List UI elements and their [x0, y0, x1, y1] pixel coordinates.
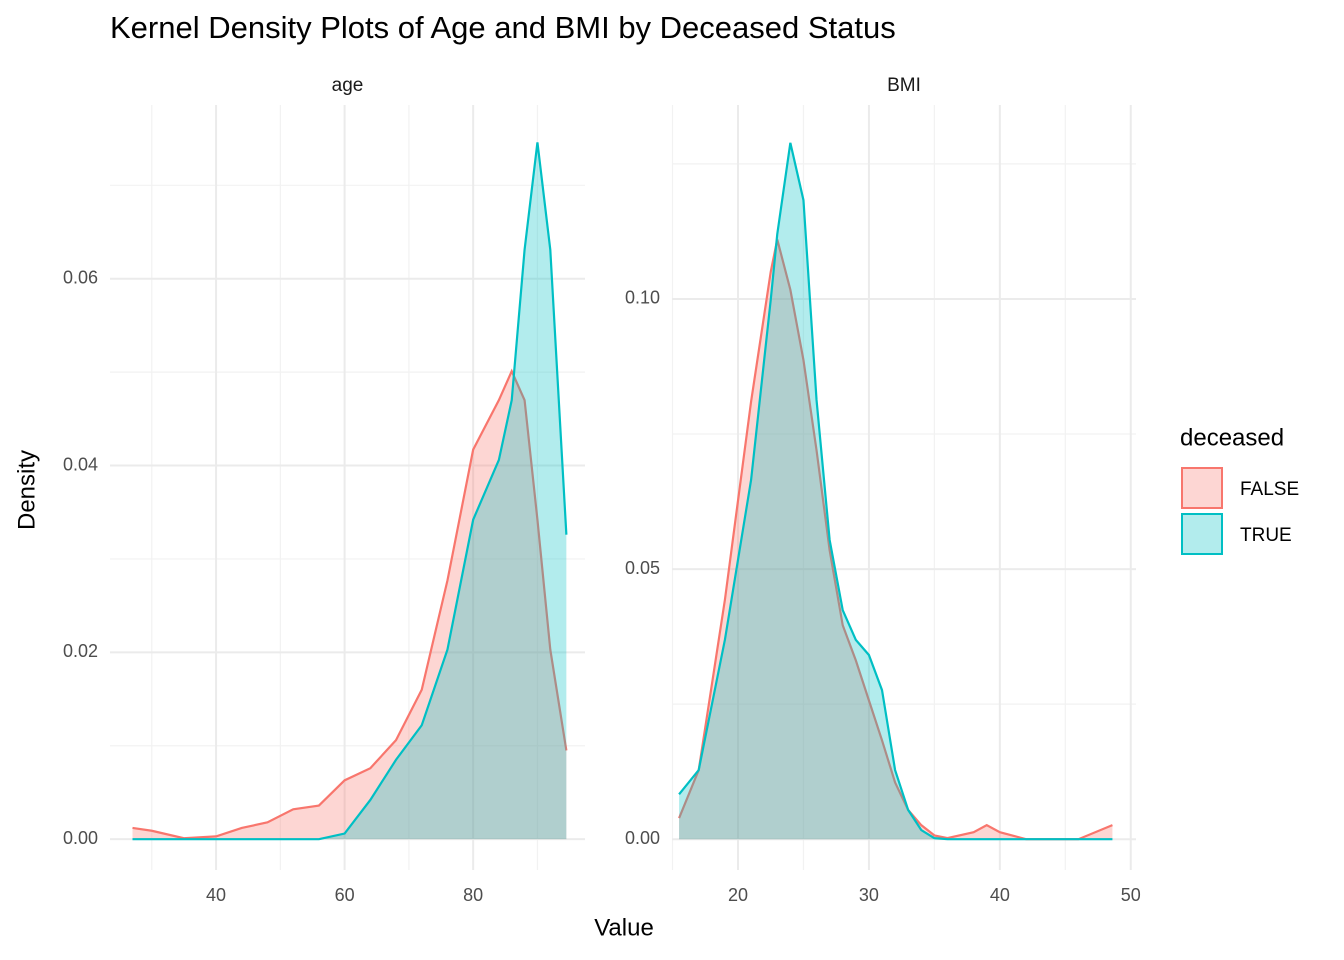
x-tick-label: 50: [1121, 885, 1141, 905]
legend-key: [1181, 467, 1223, 509]
y-tick-label: 0.02: [63, 641, 98, 661]
y-tick-label: 0.05: [625, 558, 660, 578]
x-tick-label: 40: [206, 885, 226, 905]
x-tick-label: 40: [990, 885, 1010, 905]
legend-title: deceased: [1180, 424, 1284, 451]
density-fill: [132, 371, 567, 840]
density-line: [678, 142, 1113, 841]
facet-title: age: [332, 75, 364, 96]
facet-title: BMI: [887, 75, 921, 96]
x-tick-label: 20: [728, 885, 748, 905]
y-tick-label: 0.06: [63, 267, 98, 287]
density-line: [132, 368, 568, 840]
density-fill: [679, 239, 1113, 840]
legend-key: [1181, 513, 1223, 555]
y-tick-label: 0.00: [625, 828, 660, 848]
legend-label: FALSE: [1240, 479, 1299, 500]
y-tick-label: 0.00: [63, 828, 98, 848]
x-tick-label: 60: [335, 885, 355, 905]
density-fill: [679, 142, 1113, 840]
x-tick-label: 80: [463, 885, 483, 905]
x-tick-label: 30: [859, 885, 879, 905]
chart-title: Kernel Density Plots of Age and BMI by D…: [110, 10, 896, 45]
density-fill: [132, 142, 567, 840]
density-line: [678, 239, 1113, 841]
legend-label: TRUE: [1240, 525, 1292, 546]
y-tick-label: 0.04: [63, 454, 98, 474]
y-tick-label: 0.10: [625, 288, 660, 308]
x-axis-label: Value: [594, 914, 654, 941]
density-line: [132, 142, 568, 841]
y-axis-label: Density: [13, 450, 40, 530]
